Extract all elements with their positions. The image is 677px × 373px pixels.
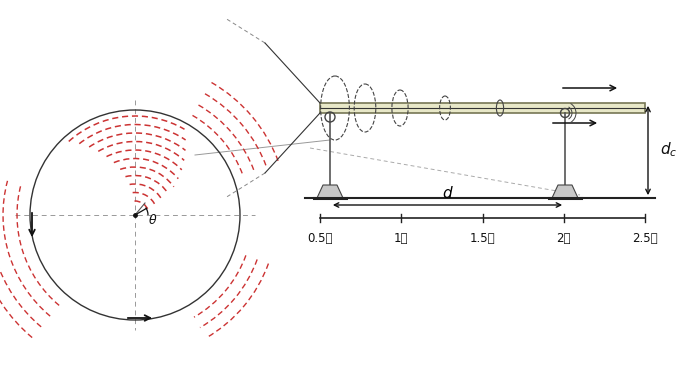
Text: 0.5米: 0.5米 [307, 232, 333, 245]
Text: θ: θ [149, 214, 156, 228]
Text: $d_c$: $d_c$ [660, 141, 677, 159]
Text: 1.5米: 1.5米 [470, 232, 496, 245]
Text: 2米: 2米 [556, 232, 571, 245]
Text: d: d [443, 186, 452, 201]
Text: 2.5米: 2.5米 [632, 232, 658, 245]
Bar [320, 103, 645, 113]
Polygon shape [317, 185, 343, 198]
Text: 1米: 1米 [394, 232, 408, 245]
Polygon shape [552, 185, 578, 198]
